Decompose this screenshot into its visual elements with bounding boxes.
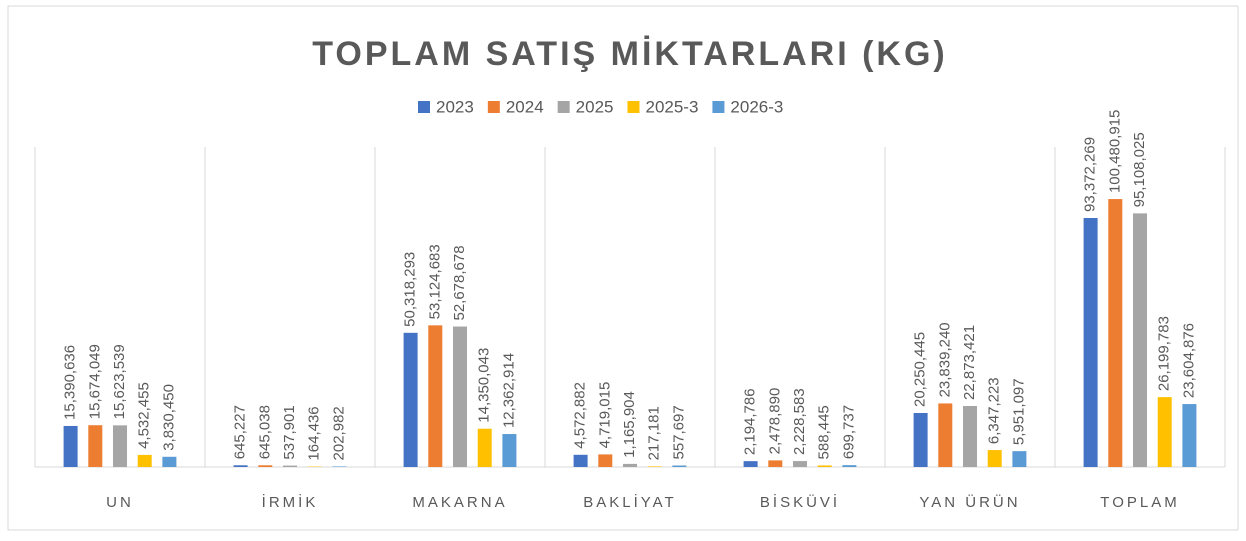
data-label: 22,873,421 bbox=[961, 325, 978, 400]
data-label: 4,572,882 bbox=[572, 382, 589, 449]
bar bbox=[598, 454, 612, 467]
data-label: 5,951,097 bbox=[1010, 378, 1027, 445]
bar bbox=[768, 460, 782, 467]
bar bbox=[162, 457, 176, 467]
data-label: 537,901 bbox=[281, 405, 298, 459]
data-label: 23,839,240 bbox=[936, 322, 953, 397]
bar bbox=[1108, 199, 1122, 467]
bar bbox=[453, 327, 467, 467]
bar bbox=[988, 450, 1002, 467]
x-tick-label: MAKARNA bbox=[412, 494, 507, 511]
bar bbox=[138, 455, 152, 467]
x-tick-label: YAN ÜRÜN bbox=[919, 493, 1020, 511]
data-label: 53,124,683 bbox=[426, 244, 443, 319]
x-tick-label: İRMİK bbox=[262, 493, 319, 511]
legend-label: 2026-3 bbox=[730, 97, 783, 116]
data-label: 4,532,455 bbox=[136, 382, 153, 449]
data-label: 2,478,890 bbox=[766, 388, 783, 455]
bar bbox=[332, 466, 346, 467]
data-label: 15,390,636 bbox=[62, 345, 79, 420]
data-label: 1,165,904 bbox=[621, 391, 638, 458]
bar bbox=[793, 461, 807, 467]
bar bbox=[502, 434, 516, 467]
legend-swatch bbox=[488, 101, 500, 113]
bar bbox=[64, 426, 78, 467]
bar bbox=[842, 465, 856, 467]
data-label: 557,697 bbox=[670, 405, 687, 459]
data-label: 23,604,876 bbox=[1180, 323, 1197, 398]
data-label: 645,038 bbox=[256, 405, 273, 459]
bar bbox=[234, 465, 248, 467]
data-label: 52,678,678 bbox=[451, 245, 468, 320]
data-label: 12,362,914 bbox=[500, 353, 517, 428]
data-label: 2,228,583 bbox=[791, 388, 808, 455]
bar bbox=[623, 464, 637, 467]
data-label: 95,108,025 bbox=[1131, 132, 1148, 207]
bar bbox=[88, 425, 102, 467]
data-label: 50,318,293 bbox=[402, 252, 419, 327]
bar bbox=[1133, 213, 1147, 467]
data-label: 93,372,269 bbox=[1082, 137, 1099, 212]
bar bbox=[818, 465, 832, 467]
data-label: 217,181 bbox=[646, 406, 663, 460]
x-tick-label: BAKLİYAT bbox=[583, 493, 676, 511]
data-label: 3,830,450 bbox=[160, 384, 177, 451]
bar bbox=[283, 466, 297, 467]
bar bbox=[428, 325, 442, 467]
bar bbox=[1182, 404, 1196, 467]
x-tick-label: UN bbox=[106, 494, 134, 511]
data-label: 15,674,049 bbox=[86, 344, 103, 419]
data-label: 699,737 bbox=[840, 405, 857, 459]
data-label: 20,250,445 bbox=[912, 332, 929, 407]
data-label: 2,194,786 bbox=[742, 388, 759, 455]
bar bbox=[963, 406, 977, 467]
data-label: 26,199,783 bbox=[1156, 316, 1173, 391]
data-label: 164,436 bbox=[306, 406, 323, 460]
data-label: 6,347,223 bbox=[986, 377, 1003, 444]
data-label: 14,350,043 bbox=[476, 348, 493, 423]
legend-label: 2023 bbox=[436, 97, 474, 116]
data-label: 202,982 bbox=[330, 406, 347, 460]
bar bbox=[648, 466, 662, 467]
legend-label: 2025 bbox=[576, 97, 614, 116]
bar bbox=[1084, 218, 1098, 467]
bar bbox=[744, 461, 758, 467]
legend-swatch bbox=[712, 101, 724, 113]
bar bbox=[478, 429, 492, 467]
data-label: 588,445 bbox=[816, 405, 833, 459]
bar bbox=[914, 413, 928, 467]
legend-label: 2025-3 bbox=[645, 97, 698, 116]
bar bbox=[258, 465, 272, 467]
legend-swatch bbox=[627, 101, 639, 113]
x-tick-label: TOPLAM bbox=[1100, 494, 1179, 511]
bar bbox=[404, 333, 418, 467]
data-label: 645,227 bbox=[232, 405, 249, 459]
legend-swatch bbox=[418, 101, 430, 113]
bar bbox=[672, 466, 686, 467]
legend-swatch bbox=[558, 101, 570, 113]
x-tick-label: BİSKÜVİ bbox=[760, 493, 840, 511]
chart-title: TOPLAM SATIŞ MİKTARLARI (KG) bbox=[312, 35, 948, 73]
legend-label: 2024 bbox=[506, 97, 544, 116]
bar bbox=[1158, 397, 1172, 467]
bar bbox=[113, 425, 127, 467]
data-label: 15,623,539 bbox=[111, 344, 128, 419]
bar bbox=[574, 455, 588, 467]
bar bbox=[938, 403, 952, 467]
data-label: 4,719,015 bbox=[596, 382, 613, 449]
data-label: 100,480,915 bbox=[1106, 110, 1123, 193]
bar bbox=[1012, 451, 1026, 467]
